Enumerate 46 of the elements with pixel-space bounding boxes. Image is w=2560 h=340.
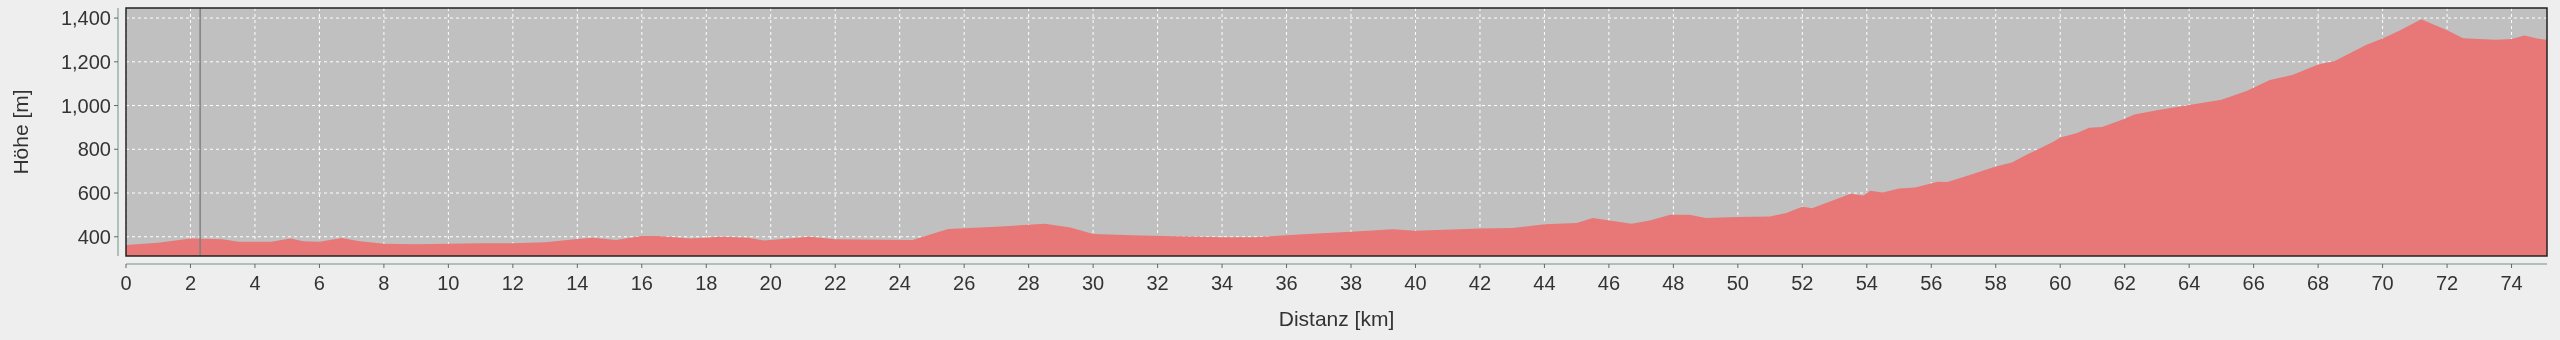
x-tick-label: 34	[1210, 272, 1234, 294]
x-tick-label: 6	[313, 272, 325, 294]
x-tick-label: 4	[249, 272, 261, 294]
y-tick-label: 1,400	[60, 7, 111, 30]
x-tick-label: 0	[120, 272, 132, 294]
x-tick-label: 40	[1404, 272, 1427, 294]
x-tick-label: 36	[1275, 272, 1298, 294]
x-tick-label: 32	[1146, 272, 1169, 294]
x-tick-label: 72	[2435, 272, 2459, 294]
x-tick-label: 30	[1081, 272, 1105, 294]
x-tick-label: 56	[1920, 272, 1943, 294]
x-tick-label: 46	[1597, 272, 1621, 294]
x-tick-label: 74	[2500, 272, 2523, 294]
x-tick-label: 48	[1662, 272, 1685, 294]
x-tick-label: 68	[2306, 272, 2330, 294]
y-tick-label: 600	[77, 182, 111, 205]
x-tick-label: 52	[1791, 272, 1814, 294]
x-tick-label: 12	[501, 272, 524, 294]
x-tick-label: 20	[759, 272, 782, 294]
x-tick-label: 44	[1533, 272, 1556, 294]
y-tick-label: 400	[77, 225, 111, 248]
y-tick-label: 1,000	[60, 94, 111, 117]
y-axis-title: Höhe [m]	[9, 89, 32, 175]
x-tick-label: 26	[953, 272, 976, 294]
x-tick-label: 60	[2049, 272, 2072, 294]
y-tick-label: 800	[77, 138, 111, 161]
x-tick-label: 54	[1855, 272, 1878, 294]
x-tick-label: 10	[437, 272, 460, 294]
x-tick-label: 50	[1726, 272, 1749, 294]
x-tick-label: 28	[1017, 272, 1040, 294]
y-tick-label: 1,200	[60, 50, 111, 73]
x-tick-label: 58	[1984, 272, 2007, 294]
x-tick-label: 8	[378, 272, 390, 294]
x-tick-label: 24	[888, 272, 911, 294]
x-tick-label: 66	[2242, 272, 2265, 294]
x-tick-label: 16	[630, 272, 653, 294]
x-tick-label: 18	[695, 272, 718, 294]
x-tick-label: 70	[2371, 272, 2394, 294]
x-tick-label: 42	[1468, 272, 1492, 294]
x-tick-label: 22	[824, 272, 847, 294]
x-tick-label: 38	[1339, 272, 1363, 294]
x-tick-label: 2	[184, 272, 197, 294]
x-axis-title: Distanz [km]	[1278, 307, 1395, 330]
x-tick-label: 14	[566, 272, 589, 294]
x-tick-label: 62	[2113, 272, 2136, 294]
x-tick-label: 64	[2178, 272, 2201, 294]
